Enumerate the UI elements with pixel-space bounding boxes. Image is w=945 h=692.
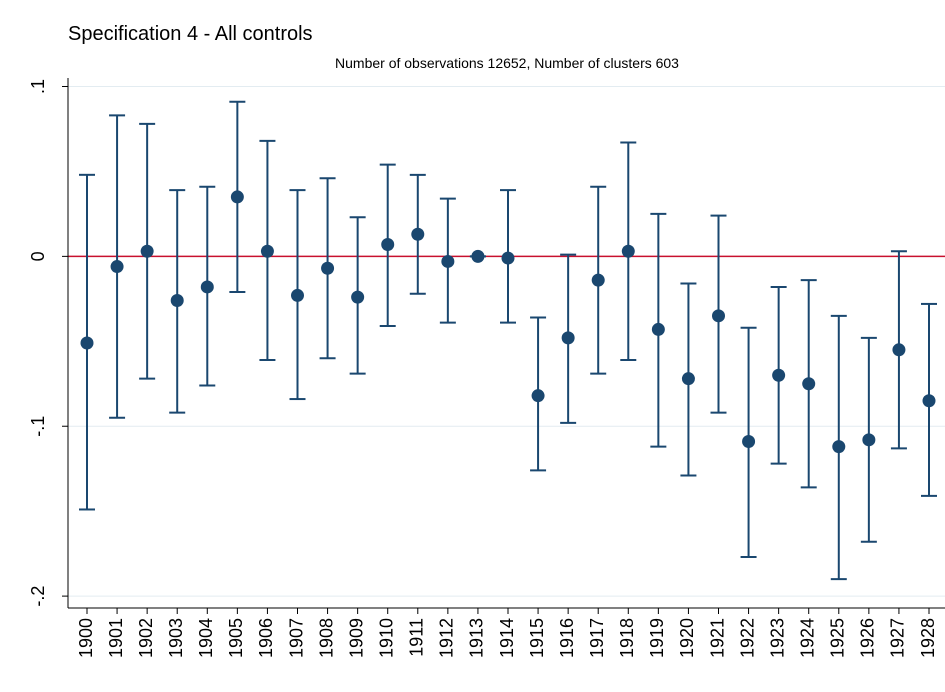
x-tick-label: 1913 — [467, 618, 487, 658]
point — [170, 294, 184, 308]
point — [230, 190, 244, 204]
point — [561, 331, 575, 345]
x-tick-label: 1924 — [797, 618, 817, 658]
x-tick-label: 1910 — [376, 618, 396, 658]
point — [291, 288, 304, 302]
point — [681, 372, 695, 386]
x-tick-label: 1927 — [888, 618, 908, 658]
chart-title: Specification 4 - All controls — [68, 23, 313, 45]
y-tick-label: -.1 — [28, 416, 48, 437]
x-tick-label: 1916 — [557, 618, 577, 658]
point — [621, 244, 635, 258]
x-tick-label: 1922 — [737, 618, 757, 658]
point — [862, 433, 876, 447]
x-tick-label: 1902 — [136, 618, 156, 658]
point — [200, 280, 214, 294]
point — [922, 394, 936, 408]
x-tick-label: 1918 — [617, 618, 637, 658]
point — [832, 440, 846, 454]
x-tick-label: 1903 — [166, 618, 186, 658]
x-tick-label: 1911 — [407, 618, 427, 657]
point — [591, 273, 605, 287]
point — [772, 368, 786, 382]
point — [501, 251, 515, 265]
point — [321, 261, 335, 275]
point — [411, 227, 425, 241]
x-tick-label: 1901 — [106, 618, 126, 658]
point — [110, 260, 124, 274]
x-tick-label: 1907 — [286, 618, 306, 658]
point — [441, 254, 455, 268]
x-tick-label: 1928 — [918, 618, 938, 658]
x-tick-label: 1909 — [346, 618, 366, 658]
x-tick-label: 1921 — [707, 618, 727, 658]
point — [351, 290, 365, 304]
point — [712, 309, 725, 323]
x-tick-label: 1923 — [767, 618, 787, 658]
x-tick-label: 1914 — [497, 618, 517, 658]
x-tick-label: 1900 — [76, 618, 96, 658]
point — [742, 435, 756, 449]
chart-subtitle: Number of observations 12652, Number of … — [335, 55, 679, 71]
x-tick-label: 1917 — [587, 618, 607, 658]
y-tick-label: 0 — [28, 251, 48, 261]
x-tick-label: 1905 — [226, 618, 246, 658]
x-tick-label: 1906 — [256, 618, 276, 658]
x-tick-label: 1920 — [677, 618, 697, 658]
point — [471, 249, 485, 263]
x-tick-label: 1908 — [316, 618, 336, 658]
point — [80, 336, 94, 350]
point — [381, 237, 395, 251]
x-tick-label: 1919 — [647, 618, 667, 658]
x-tick-label: 1925 — [828, 618, 848, 658]
point — [260, 244, 274, 258]
x-tick-label: 1912 — [437, 618, 457, 658]
y-tick-label: -.2 — [28, 586, 48, 607]
x-tick-label: 1926 — [858, 618, 878, 658]
point — [531, 389, 545, 403]
point — [892, 343, 906, 357]
x-tick-label: 1904 — [196, 618, 216, 658]
y-tick-label: .1 — [28, 79, 48, 94]
point — [651, 322, 665, 336]
x-tick-label: 1915 — [527, 618, 547, 658]
point — [802, 377, 816, 391]
point — [140, 244, 154, 258]
